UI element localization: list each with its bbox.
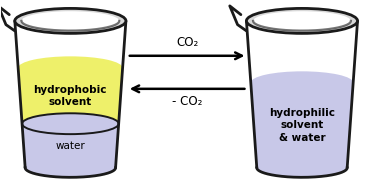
Ellipse shape (257, 158, 347, 177)
Ellipse shape (251, 71, 353, 94)
Text: hydrophilic
solvent
& water: hydrophilic solvent & water (269, 108, 335, 143)
Ellipse shape (22, 11, 119, 31)
Ellipse shape (253, 11, 351, 31)
Ellipse shape (18, 56, 122, 79)
Text: water: water (56, 141, 85, 151)
Ellipse shape (15, 8, 126, 33)
Ellipse shape (22, 113, 119, 134)
Ellipse shape (25, 158, 116, 177)
Polygon shape (18, 68, 122, 124)
Ellipse shape (22, 113, 119, 134)
Text: hydrophobic
solvent: hydrophobic solvent (34, 85, 107, 107)
Text: CO₂: CO₂ (176, 36, 198, 49)
Ellipse shape (22, 113, 119, 134)
Polygon shape (251, 83, 353, 168)
Ellipse shape (246, 8, 358, 33)
Polygon shape (22, 124, 119, 168)
Text: - CO₂: - CO₂ (172, 95, 202, 108)
